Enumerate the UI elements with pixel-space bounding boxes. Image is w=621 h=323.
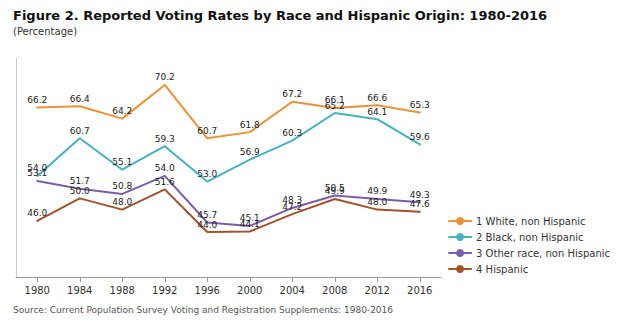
svg-text:53.0: 53.0 <box>197 169 217 179</box>
svg-text:48.0: 48.0 <box>367 197 387 207</box>
svg-text:53.1: 53.1 <box>27 168 47 178</box>
svg-text:47.2: 47.2 <box>282 202 302 212</box>
svg-text:2 Black, non Hispanic: 2 Black, non Hispanic <box>476 232 584 243</box>
svg-text:49.9: 49.9 <box>367 186 387 196</box>
svg-text:3 Other race, non Hispanic: 3 Other race, non Hispanic <box>476 248 610 259</box>
svg-text:51.6: 51.6 <box>155 177 175 187</box>
svg-text:2016: 2016 <box>407 285 432 296</box>
svg-text:64.1: 64.1 <box>367 107 387 117</box>
svg-text:54.0: 54.0 <box>155 163 175 173</box>
svg-text:60.7: 60.7 <box>70 126 90 136</box>
svg-text:(Percentage): (Percentage) <box>13 26 77 37</box>
svg-text:67.2: 67.2 <box>282 89 302 99</box>
svg-text:55.1: 55.1 <box>112 157 132 167</box>
svg-text:65.2: 65.2 <box>325 101 345 111</box>
svg-text:60.7: 60.7 <box>197 126 217 136</box>
svg-text:44.1: 44.1 <box>240 219 260 229</box>
svg-text:61.8: 61.8 <box>240 120 260 130</box>
svg-text:66.6: 66.6 <box>367 93 387 103</box>
svg-text:50.0: 50.0 <box>70 186 90 196</box>
svg-text:Figure 2. Reported Voting Rate: Figure 2. Reported Voting Rates by Race … <box>13 8 547 23</box>
svg-text:1 White, non Hispanic: 1 White, non Hispanic <box>476 216 586 227</box>
svg-text:64.2: 64.2 <box>112 106 132 116</box>
svg-text:1992: 1992 <box>152 285 177 296</box>
svg-text:1984: 1984 <box>67 285 92 296</box>
svg-text:2000: 2000 <box>237 285 262 296</box>
svg-text:66.4: 66.4 <box>70 94 90 104</box>
svg-text:60.3: 60.3 <box>282 128 302 138</box>
svg-text:2012: 2012 <box>365 285 390 296</box>
svg-text:56.9: 56.9 <box>240 147 260 157</box>
svg-text:59.6: 59.6 <box>410 132 430 142</box>
svg-text:45.7: 45.7 <box>197 210 217 220</box>
svg-text:1988: 1988 <box>110 285 135 296</box>
svg-text:2004: 2004 <box>280 285 305 296</box>
svg-text:1996: 1996 <box>195 285 220 296</box>
svg-text:66.2: 66.2 <box>27 95 47 105</box>
svg-text:46.0: 46.0 <box>27 208 47 218</box>
svg-text:50.8: 50.8 <box>112 181 132 191</box>
svg-text:59.3: 59.3 <box>155 134 175 144</box>
svg-text:48.0: 48.0 <box>112 197 132 207</box>
svg-text:70.2: 70.2 <box>155 72 175 82</box>
svg-text:51.7: 51.7 <box>70 176 90 186</box>
svg-text:Source: Current Population Sur: Source: Current Population Survey Voting… <box>13 305 393 315</box>
svg-text:48.3: 48.3 <box>282 195 303 206</box>
svg-text:2008: 2008 <box>322 285 347 296</box>
svg-text:49.3: 49.3 <box>410 190 430 200</box>
svg-text:4 Hispanic: 4 Hispanic <box>476 264 528 275</box>
svg-text:65.3: 65.3 <box>410 100 430 110</box>
svg-text:1980: 1980 <box>25 285 50 296</box>
svg-text:44.0: 44.0 <box>197 220 217 230</box>
svg-text:47.6: 47.6 <box>410 199 430 209</box>
svg-text:49.9: 49.9 <box>325 186 345 196</box>
